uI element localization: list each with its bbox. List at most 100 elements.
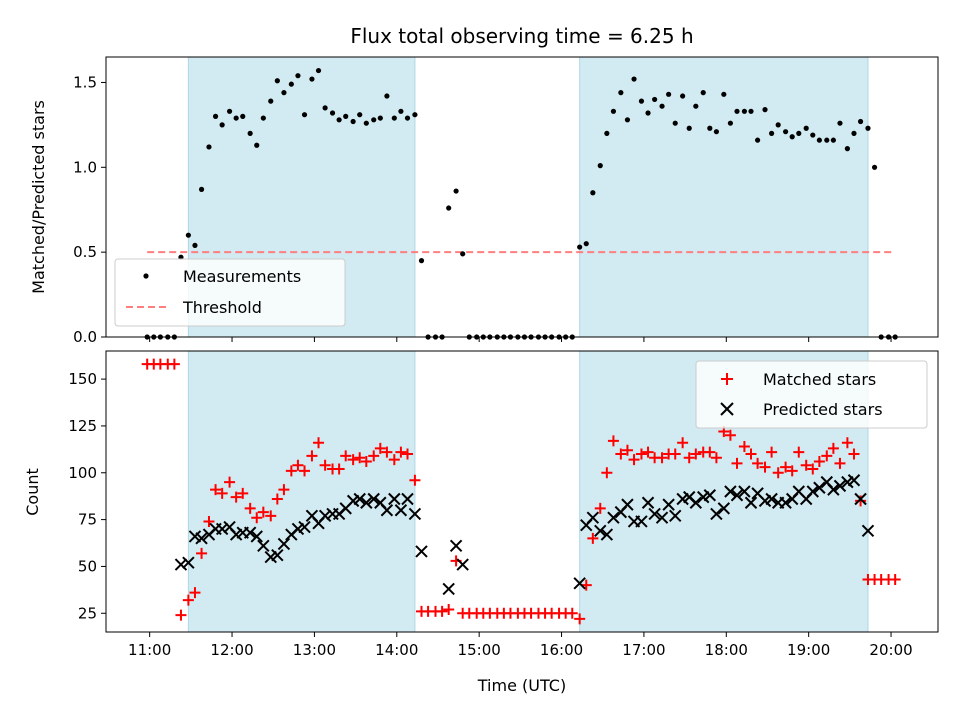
measurement-point — [618, 90, 624, 96]
matched-star-point — [285, 465, 297, 477]
measurement-point — [851, 130, 857, 136]
bottom-y-axis-label: Count — [23, 468, 42, 516]
legend-matched-label: Matched stars — [763, 370, 876, 389]
matched-star-point — [368, 450, 380, 462]
bot-y-tick-label-3: 100 — [68, 464, 97, 482]
measurement-point — [830, 137, 836, 143]
measurement-point — [219, 122, 225, 128]
x-tick-label-6: 17:00 — [622, 641, 665, 659]
predicted-star-point — [854, 492, 867, 506]
matched-star-point — [724, 429, 736, 441]
predicted-star-point — [380, 504, 394, 517]
predicted-star-point — [710, 507, 723, 521]
top-y-tick-label-3: 1.5 — [73, 73, 97, 91]
predicted-star-point — [243, 526, 257, 539]
measurement-point — [721, 91, 727, 97]
matched-star-point — [360, 456, 372, 468]
matched-star-point — [780, 461, 792, 473]
measurement-point — [871, 164, 878, 170]
legend-threshold-label: Threshold — [182, 298, 262, 317]
measurement-point — [384, 93, 390, 99]
measurement-point — [206, 144, 212, 150]
measurement-point — [260, 115, 266, 121]
measurement-point — [350, 118, 356, 125]
matched-star-point — [333, 463, 345, 475]
predicted-star-point — [635, 515, 648, 528]
measurement-point — [638, 98, 645, 104]
predicted-star-point — [703, 489, 717, 502]
matched-star-point — [168, 358, 180, 370]
matched-star-point — [265, 510, 277, 522]
matched-star-point — [237, 487, 249, 499]
matched-star-point — [807, 463, 819, 475]
matched-star-point — [607, 435, 619, 447]
measurement-point — [274, 78, 280, 84]
predicted-star-point — [456, 558, 469, 571]
predicted-star-point — [594, 524, 607, 538]
x-tick-label-8: 19:00 — [787, 641, 830, 659]
matched-star-point — [409, 474, 421, 486]
matched-star-point — [690, 448, 702, 460]
bot-y-tick-label-2: 75 — [78, 511, 97, 529]
matched-star-point — [766, 446, 778, 458]
predicted-star-point — [621, 498, 634, 511]
matched-star-point — [374, 442, 386, 454]
predicted-star-point — [215, 522, 229, 536]
measurement-point — [604, 130, 610, 136]
measurement-point — [631, 76, 637, 82]
predicted-star-point — [449, 539, 463, 553]
predicted-star-point — [861, 524, 875, 538]
matched-star-point — [203, 515, 215, 527]
measurement-point — [281, 90, 287, 96]
matched-star-point — [800, 459, 812, 471]
matched-star-point — [841, 437, 853, 449]
matched-star-point — [793, 446, 805, 458]
matched-star-point — [216, 487, 228, 499]
predicted-star-point — [662, 498, 675, 511]
predicted-star-point — [182, 556, 195, 569]
measurement-point — [754, 137, 761, 143]
predicted-star-point — [600, 528, 614, 541]
matched-star-point — [656, 452, 668, 464]
predicted-star-point — [277, 537, 291, 551]
measurement-point — [240, 113, 246, 119]
matched-star-point — [601, 467, 613, 479]
measurement-point — [762, 107, 768, 113]
measurement-point — [446, 205, 452, 211]
measurement-point — [329, 110, 336, 116]
measurement-point — [453, 188, 459, 194]
predicted-star-point — [641, 496, 655, 509]
measurement-point — [783, 129, 789, 135]
matched-star-point — [848, 448, 860, 460]
measurement-point — [371, 117, 377, 123]
predicted-star-point — [195, 532, 208, 545]
measurement-point — [583, 241, 589, 247]
matched-star-point — [827, 442, 839, 454]
measurement-point — [301, 112, 308, 118]
matched-star-point — [436, 605, 448, 617]
predicted-star-point — [408, 507, 422, 521]
measurement-point — [597, 163, 603, 169]
predicted-star-point — [717, 502, 731, 515]
matched-star-point — [615, 448, 627, 460]
matched-star-point — [381, 446, 393, 458]
x-tick-label-4: 15:00 — [458, 641, 501, 659]
measurement-point — [404, 115, 411, 121]
predicted-star-point — [298, 520, 311, 534]
top-panel: 0.0 0.5 1.0 1.5 Matched/Predicted stars Mea… — [29, 56, 939, 346]
top-plot-frame — [105, 56, 939, 338]
measurement-point — [741, 108, 748, 114]
legend-predicted-marker — [720, 402, 734, 416]
bottom-legend-box — [695, 360, 928, 429]
x-tick-label-1: 12:00 — [210, 641, 253, 659]
measurement-point — [590, 190, 596, 196]
measurement-point — [645, 110, 651, 116]
top-y-axis-label: Matched/Predicted stars — [29, 100, 48, 294]
measurement-point — [652, 96, 658, 103]
measurement-point — [247, 130, 253, 136]
matched-star-point — [677, 437, 689, 449]
matched-star-point — [388, 454, 400, 466]
measurement-point — [769, 130, 775, 136]
measurement-point — [686, 125, 692, 131]
